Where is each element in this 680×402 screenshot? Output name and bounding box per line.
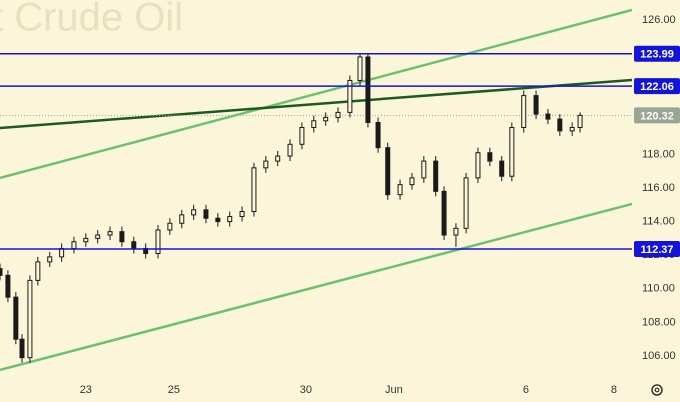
y-tick-label: 118.00 (642, 148, 675, 160)
trend-line (0, 78, 632, 130)
candle-body (509, 127, 515, 177)
level-label: 112.37 (640, 244, 673, 256)
candle-body (0, 268, 3, 276)
candle-body (227, 216, 233, 223)
y-tick-label: 110.00 (642, 283, 675, 295)
candle-body (397, 184, 403, 196)
candle-body (13, 296, 19, 340)
candle-body (239, 211, 245, 218)
candle-body (19, 338, 25, 359)
level-label: 122.06 (640, 81, 674, 93)
candle-body (299, 127, 305, 145)
candle-body (433, 160, 439, 192)
candle-body (155, 229, 161, 255)
candle-body (311, 120, 317, 129)
x-tick-label: 30 (300, 384, 312, 396)
level-label-box (634, 78, 680, 95)
candle-body (5, 274, 11, 298)
candle-body (131, 241, 137, 249)
x-tick-label: 23 (80, 384, 92, 396)
candle-body (215, 217, 221, 223)
x-tick-label: 6 (523, 384, 529, 396)
level-label-box (634, 45, 680, 62)
candle-body (365, 56, 371, 123)
candle-body (251, 167, 257, 213)
x-tick-label: 8 (611, 384, 617, 396)
candle-body (357, 56, 363, 81)
candle-body (521, 95, 527, 129)
candle-body (545, 113, 551, 120)
y-tick-label: 108.00 (642, 316, 676, 328)
trend-line (0, 8, 632, 180)
candle-body (499, 160, 505, 177)
candle-body (71, 241, 77, 249)
candle-body (203, 209, 209, 219)
gear[interactable] (651, 384, 663, 396)
candle-body (409, 177, 415, 186)
candle-body (179, 214, 185, 224)
last-price-label: 120.32 (640, 110, 674, 122)
y-tick-label: 126.00 (642, 14, 676, 26)
candle-body (287, 143, 293, 157)
candle-body (487, 152, 493, 162)
watermark: t Crude Oil (0, 0, 183, 40)
candle-body (323, 116, 329, 122)
candle-body (577, 114, 583, 129)
candle-body (557, 118, 563, 132)
candle-body (191, 209, 197, 216)
candle-body (421, 160, 427, 179)
trend-line (0, 202, 632, 372)
level-label: 123.99 (640, 49, 674, 61)
candle-body (475, 152, 481, 179)
level-label-box (634, 240, 680, 257)
x-tick-label: 25 (168, 384, 180, 396)
candle-body (83, 237, 89, 243)
candle-body (107, 231, 113, 236)
candle-body (453, 227, 459, 236)
last-price-box (634, 107, 680, 124)
candle-body (167, 222, 173, 231)
candle-body (569, 127, 575, 132)
candle-body (335, 111, 341, 118)
candle-body (385, 147, 391, 196)
candle-body (375, 121, 381, 149)
gear-hole[interactable] (654, 387, 660, 393)
candle-body (59, 247, 65, 258)
candle-body (463, 177, 469, 229)
candle-body (533, 95, 539, 115)
candle-body (347, 79, 353, 113)
y-tick-label: 106.00 (642, 350, 676, 362)
candle-body (119, 231, 125, 243)
settings-icon[interactable] (651, 384, 663, 396)
candle-body (263, 160, 269, 169)
x-tick-label: Jun (385, 384, 403, 396)
y-tick-label: 114.00 (642, 215, 675, 227)
candle-body (95, 234, 101, 239)
candle-body (47, 256, 53, 263)
y-tick-label: 116.00 (642, 182, 675, 194)
candle-body (27, 279, 33, 359)
candle-body (35, 261, 41, 281)
candle-body (441, 190, 447, 236)
candle-body (275, 155, 281, 162)
